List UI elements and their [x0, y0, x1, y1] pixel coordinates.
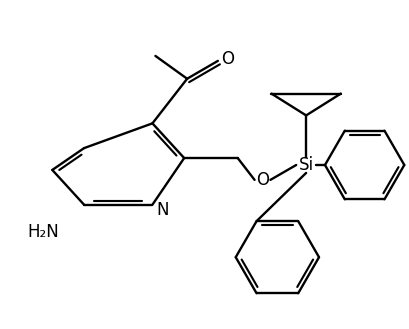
- Text: O: O: [221, 50, 234, 68]
- Text: Si: Si: [299, 156, 314, 174]
- Text: N: N: [156, 201, 169, 218]
- Text: H₂N: H₂N: [27, 223, 59, 241]
- Text: O: O: [256, 171, 269, 189]
